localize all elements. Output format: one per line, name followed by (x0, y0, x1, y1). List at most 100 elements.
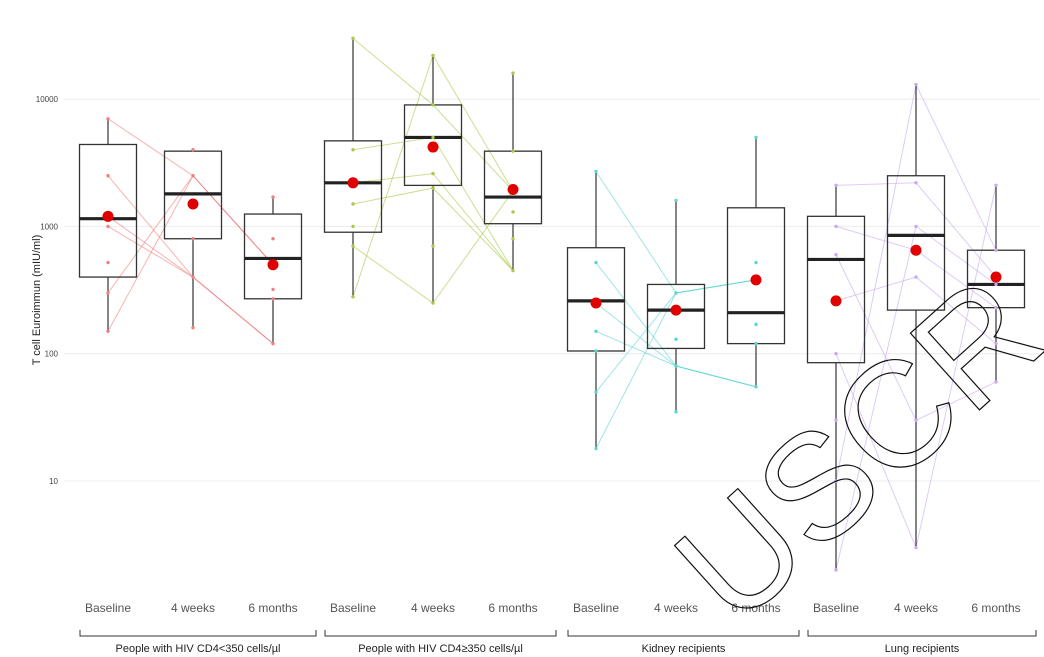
data-point (431, 171, 435, 176)
data-point (431, 186, 435, 190)
data-point (754, 135, 758, 140)
data-point (106, 224, 110, 229)
data-point (431, 53, 435, 58)
data-point (511, 210, 515, 214)
mean-marker (267, 259, 279, 271)
x-tick-label: Baseline (85, 601, 131, 615)
data-point (271, 195, 275, 199)
group-brackets: People with HIV CD4<350 cells/µl People w… (79, 630, 1037, 655)
y-tick-labels: 10 100 1000 10000 (36, 95, 59, 486)
mean-marker (830, 295, 842, 307)
data-point (431, 103, 435, 107)
mean-marker (347, 177, 359, 189)
group-bracket (324, 630, 557, 637)
group-label: Kidney recipients (642, 643, 726, 655)
data-point (351, 224, 355, 229)
data-point (511, 71, 515, 75)
data-point (914, 181, 918, 185)
data-point (594, 390, 598, 394)
group-label: People with HIV CD4<350 cells/µl (116, 643, 281, 655)
data-point (674, 364, 678, 368)
data-point (191, 148, 195, 152)
x-tick-label: 4 weeks (654, 601, 698, 615)
mean-marker (990, 271, 1002, 283)
data-point (351, 36, 355, 41)
box-iqr (806, 215, 866, 364)
data-point (834, 479, 838, 483)
data-point (674, 291, 678, 295)
data-point (834, 418, 838, 422)
y-tick-label: 100 (45, 350, 59, 359)
data-point (994, 305, 998, 310)
y-tick-label: 10000 (36, 95, 59, 104)
data-point (914, 418, 918, 422)
data-point (594, 169, 598, 174)
x-tick-label: 6 months (971, 601, 1020, 615)
data-point (351, 148, 355, 152)
x-tick-label: 6 months (248, 601, 297, 615)
data-point (594, 260, 598, 265)
data-point (914, 275, 918, 279)
grid-lines (64, 98, 1040, 482)
x-tick-label: 6 months (488, 601, 537, 615)
data-point (106, 329, 110, 333)
data-point (271, 237, 275, 241)
data-point (351, 202, 355, 206)
data-point (431, 301, 435, 305)
data-point (431, 135, 435, 140)
x-tick-label: 4 weeks (171, 601, 215, 615)
group-bracket (567, 630, 800, 637)
data-point (271, 297, 275, 301)
data-point (351, 295, 355, 299)
data-point (834, 352, 838, 356)
x-tick-label: 6 months (731, 601, 780, 615)
data-point (191, 326, 195, 330)
data-point (674, 410, 678, 414)
mean-marker (187, 198, 199, 210)
y-tick-label: 10 (49, 477, 58, 486)
data-point (106, 117, 110, 121)
data-point (271, 341, 275, 346)
data-point (674, 337, 678, 341)
data-point (754, 385, 758, 389)
data-point (106, 260, 110, 265)
group-bracket (807, 630, 1037, 637)
data-point (754, 322, 758, 327)
x-tick-label: Baseline (813, 601, 859, 615)
data-point (594, 349, 598, 353)
x-tick-label: 4 weeks (894, 601, 938, 615)
data-point (834, 568, 838, 572)
x-tick-label: Baseline (573, 601, 619, 615)
mean-marker (670, 304, 682, 316)
data-point (754, 341, 758, 346)
data-point (511, 268, 515, 273)
group-bracket (79, 630, 317, 637)
data-point (271, 287, 275, 292)
data-point (914, 545, 918, 550)
subject-line (107, 215, 274, 344)
data-point (351, 244, 355, 248)
group-label: People with HIV CD4≥350 cells/µl (358, 643, 523, 655)
data-point (994, 183, 998, 188)
data-point (834, 183, 838, 188)
data-point (994, 248, 998, 252)
data-point (511, 149, 515, 153)
x-tick-label: Baseline (330, 601, 376, 615)
mean-markers (102, 141, 1002, 316)
group-label: Lung recipients (885, 643, 960, 655)
data-point (674, 198, 678, 203)
mean-marker (590, 297, 602, 309)
mean-marker (427, 141, 439, 153)
data-point (431, 244, 435, 248)
data-point (994, 282, 998, 287)
data-point (191, 275, 195, 279)
y-tick-label: 1000 (40, 222, 58, 231)
data-point (834, 252, 838, 257)
data-point (191, 174, 195, 178)
data-point (511, 237, 515, 241)
data-point (594, 446, 598, 451)
x-tick-labels: Baseline 4 weeks 6 months Baseline 4 weeks 6 … (85, 601, 1021, 615)
data-point (914, 82, 918, 87)
data-point (191, 237, 195, 241)
